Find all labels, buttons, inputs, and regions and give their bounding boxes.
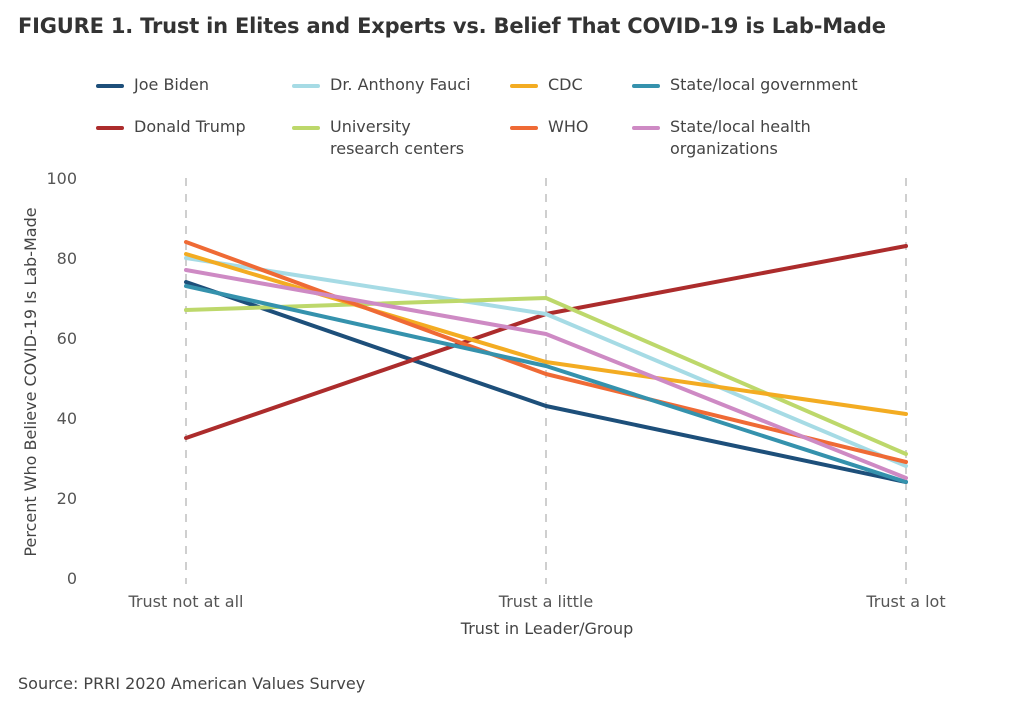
series-line — [184, 280, 908, 484]
series-line — [184, 296, 908, 456]
legend-item: University research centers — [292, 116, 464, 160]
legend-item: WHO — [510, 116, 588, 138]
y-axis-label: Percent Who Believe COVID-19 Is Lab-Made — [21, 207, 40, 556]
legend-swatch — [510, 84, 538, 88]
legend-item: Dr. Anthony Fauci — [292, 74, 471, 96]
legend-label: State/local government — [670, 75, 858, 94]
legend-swatch — [292, 84, 320, 88]
y-tick-label: 20 — [57, 489, 77, 508]
x-axis: Trust not at all Trust a little Trust a lo… — [128, 592, 946, 611]
legend-label: WHO — [548, 117, 589, 136]
legend-item: State/local health organizations — [632, 116, 811, 160]
y-tick-label: 0 — [67, 569, 77, 588]
legend-label: CDC — [548, 75, 583, 94]
legend-item: State/local government — [632, 74, 858, 96]
series-line — [184, 268, 908, 480]
chart-title: FIGURE 1. Trust in Elites and Experts vs… — [18, 14, 886, 38]
y-axis: 0 20 40 60 80 100 — [46, 169, 77, 588]
legend-swatch — [292, 126, 320, 130]
legend-item: Joe Biden — [96, 74, 209, 96]
y-tick-label: 80 — [57, 249, 77, 268]
legend: Joe Biden Donald Trump Dr. Anthony Fauci Un… — [0, 0, 1024, 170]
legend-label: University research centers — [330, 117, 465, 158]
legend-label: Joe Biden — [134, 75, 209, 94]
legend-swatch — [96, 126, 124, 130]
legend-label: Donald Trump — [134, 117, 246, 136]
legend-swatch — [632, 126, 660, 130]
y-tick-label: 100 — [46, 169, 77, 188]
series-line — [184, 284, 908, 484]
series-lines — [184, 240, 908, 484]
y-tick-label: 40 — [57, 409, 77, 428]
series-line — [184, 256, 908, 468]
x-tick-label: Trust a lot — [865, 592, 945, 611]
x-tick-label: Trust not at all — [128, 592, 244, 611]
y-tick-label: 60 — [57, 329, 77, 348]
legend-item: CDC — [510, 74, 583, 96]
legend-swatch — [632, 84, 660, 88]
x-tick-label: Trust a little — [498, 592, 593, 611]
x-axis-label: Trust in Leader/Group — [460, 619, 633, 638]
legend-swatch — [96, 84, 124, 88]
series-line — [184, 240, 908, 464]
legend-label: State/local health organizations — [670, 117, 811, 158]
legend-swatch — [510, 126, 538, 130]
source-note: Source: PRRI 2020 American Values Survey — [18, 674, 366, 693]
legend-label: Dr. Anthony Fauci — [330, 75, 471, 94]
legend-item: Donald Trump — [96, 116, 246, 138]
grid-lines — [185, 178, 907, 584]
